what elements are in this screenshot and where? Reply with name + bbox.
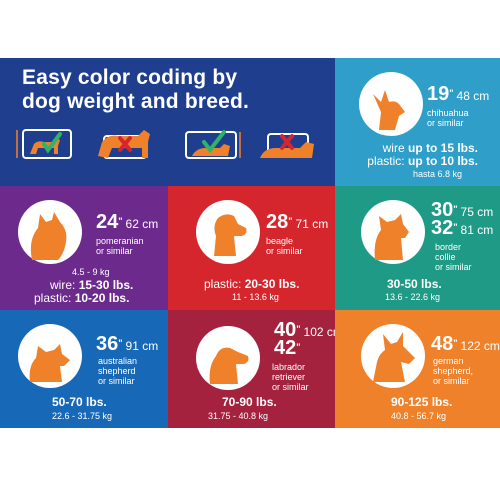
size-label-32: 32" 81 cm — [431, 217, 494, 239]
size-36-tile: 36" 91 cm australian shepherd or similar … — [0, 310, 168, 428]
size-19-tile: 19" 48 cm chihuahua or similar wire up to… — [335, 58, 500, 186]
size-label: 48" 122 cm — [431, 333, 500, 355]
breed-label: chihuahua or similar — [427, 108, 469, 128]
size-40-42-tile: 40"102 cm 42" labrador retriever or simi… — [168, 310, 335, 428]
title-line-2: dog weight and breed. — [22, 90, 250, 113]
crate-dog-check-icon — [14, 124, 78, 164]
weight-range: 50-70 lbs. — [52, 395, 107, 409]
crate-fit-examples — [14, 124, 324, 170]
labrador-icon — [196, 326, 260, 390]
title-line-1: Easy color coding by — [22, 66, 238, 89]
german-shepherd-icon — [361, 324, 425, 388]
kg-range: 22.6 - 31.75 kg — [52, 411, 113, 421]
kg-range: hasta 6.8 kg — [412, 169, 462, 179]
weight-range: 90-125 lbs. — [391, 395, 453, 409]
australian-shepherd-icon — [18, 324, 82, 388]
breed-label: beagle or similar — [266, 236, 303, 256]
chihuahua-icon — [359, 72, 423, 136]
breed-label: labrador retriever or similar — [272, 362, 309, 392]
wire-weight: wire up to 15 lbs. — [382, 141, 478, 155]
size-28-tile: 28" 71 cm beagle or similar plastic: 20-3… — [168, 186, 335, 310]
plastic-weight: plastic: 20-30 lbs. — [204, 277, 300, 291]
breed-label: border collie or similar — [435, 242, 472, 272]
header-panel: Easy color coding by dog weight and bree… — [0, 58, 335, 186]
kg-range: 11 - 13.6 kg — [232, 292, 279, 302]
breed-label: pomeranian or similar — [96, 236, 144, 256]
weight-range: 70-90 lbs. — [222, 395, 277, 409]
size-label-42: 42" — [274, 337, 301, 359]
beagle-icon — [196, 200, 260, 264]
breed-label: german shepherd, or similar — [433, 356, 474, 386]
size-label-30: 30" 75 cm — [431, 199, 494, 221]
crate-dog-x-icon — [258, 124, 322, 164]
crate-size-grid: Easy color coding by dog weight and bree… — [0, 58, 500, 428]
wire-weight: wire: 15-30 lbs. — [50, 278, 134, 292]
kg-range: 4.5 - 9 kg — [72, 267, 110, 277]
size-30-32-tile: 30" 75 cm 32" 81 cm border collie or simil… — [335, 186, 500, 310]
size-48-tile: 48" 122 cm german shepherd, or similar 90… — [335, 310, 500, 428]
crate-dog-x-icon — [94, 124, 158, 164]
size-label-40: 40"102 cm — [274, 319, 335, 341]
size-label: 24" 62 cm — [96, 211, 159, 233]
plastic-weight: plastic: up to 10 lbs. — [367, 154, 478, 168]
size-label: 19" 48 cm — [427, 83, 490, 105]
kg-range: 13.6 - 22.6 kg — [385, 292, 441, 302]
size-label: 28" 71 cm — [266, 211, 329, 233]
kg-range: 40.8 - 56.7 kg — [391, 411, 447, 421]
border-collie-icon — [361, 200, 425, 264]
kg-range: 31.75 - 40.8 kg — [208, 411, 269, 421]
size-label: 36" 91 cm — [96, 333, 159, 355]
page-title: Easy color coding by dog weight and bree… — [22, 66, 249, 114]
size-24-tile: 24" 62 cm pomeranian or similar 4.5 - 9 k… — [0, 186, 168, 310]
crate-dog-check-icon — [180, 124, 244, 164]
pomeranian-icon — [18, 200, 82, 264]
breed-label: australian shepherd or similar — [98, 356, 138, 386]
weight-range: 30-50 lbs. — [387, 277, 442, 291]
plastic-weight: plastic: 10-20 lbs. — [34, 291, 130, 305]
